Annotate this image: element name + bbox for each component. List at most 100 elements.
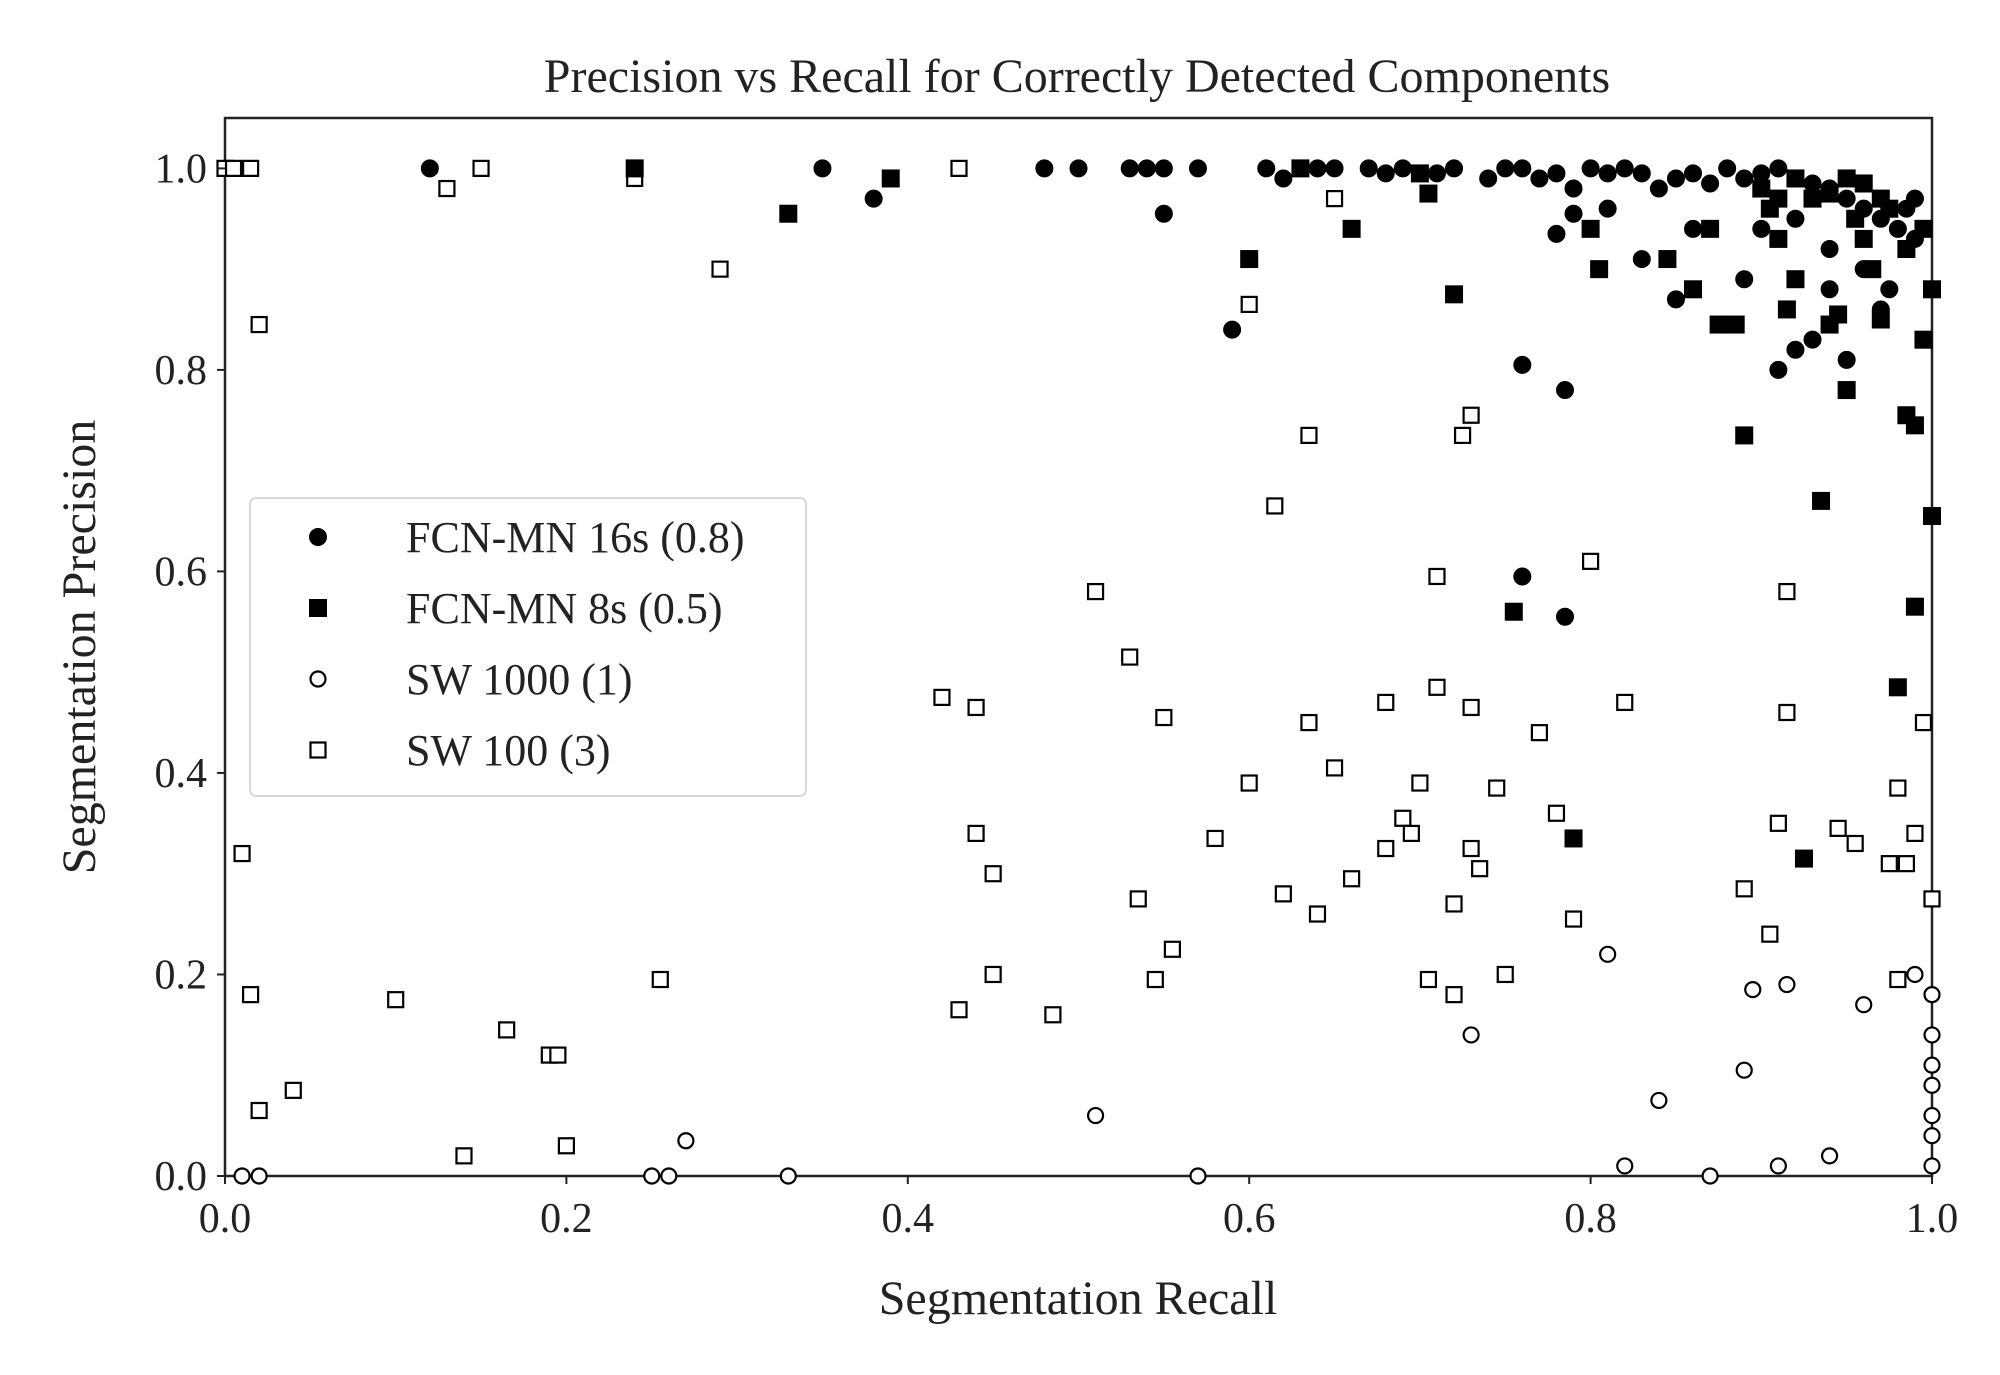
- chart-title: Precision vs Recall for Correctly Detect…: [544, 50, 1610, 103]
- data-point: [1778, 582, 1796, 601]
- y-tick-label: 1.0: [155, 146, 208, 192]
- data-point: [1402, 824, 1420, 843]
- data-point: [1914, 330, 1933, 349]
- data-point: [420, 159, 439, 178]
- data-point: [438, 179, 456, 198]
- data-point: [1376, 164, 1395, 183]
- data-point: [1616, 693, 1634, 712]
- data-point: [1701, 219, 1720, 238]
- data-point: [1377, 693, 1395, 712]
- data-point: [1786, 209, 1805, 228]
- data-point: [1854, 229, 1873, 248]
- y-tick-label: 0.2: [155, 952, 208, 998]
- data-point: [1137, 159, 1156, 178]
- data-point: [967, 698, 985, 717]
- data-point: [1120, 159, 1139, 178]
- data-point: [1616, 1157, 1634, 1175]
- data-point: [1632, 164, 1651, 183]
- data-point: [1735, 1061, 1753, 1079]
- data-point: [1820, 1147, 1839, 1165]
- data-point: [1044, 1006, 1062, 1024]
- data-point: [1871, 209, 1890, 228]
- data-point: [1590, 260, 1609, 279]
- data-point: [1889, 970, 1907, 989]
- data-point: [950, 159, 968, 177]
- data-point: [1778, 703, 1796, 722]
- data-point: [1188, 159, 1207, 178]
- data-point: [1769, 1157, 1787, 1175]
- data-point: [1445, 895, 1463, 913]
- data-point: [1427, 164, 1446, 183]
- data-point: [1880, 855, 1898, 873]
- series-2: [233, 945, 1941, 1185]
- series-3: [216, 159, 1941, 1165]
- data-point: [1445, 285, 1464, 304]
- data-point: [1308, 159, 1327, 178]
- data-point: [1598, 164, 1617, 183]
- data-point: [1666, 169, 1685, 188]
- data-point: [1888, 219, 1907, 238]
- data-point: [1513, 567, 1532, 586]
- data-point: [1684, 219, 1703, 238]
- data-point: [1701, 1167, 1719, 1185]
- data-point: [1308, 905, 1327, 923]
- data-point: [1803, 189, 1822, 208]
- data-point: [1666, 290, 1685, 309]
- data-point: [1419, 184, 1438, 203]
- data-point: [455, 1147, 473, 1165]
- data-point: [950, 1001, 968, 1019]
- data-point: [1778, 975, 1796, 994]
- data-point: [557, 1137, 576, 1155]
- data-point: [1752, 179, 1771, 198]
- data-point: [1496, 965, 1514, 984]
- data-point: [1855, 996, 1873, 1014]
- data-point: [1428, 567, 1446, 586]
- data-point: [1829, 819, 1847, 837]
- data-point: [1547, 164, 1566, 183]
- data-point: [1163, 940, 1181, 958]
- data-point: [1564, 910, 1583, 928]
- data-point: [1471, 860, 1489, 878]
- data-point: [1914, 713, 1933, 732]
- data-point: [967, 824, 985, 843]
- data-point: [779, 204, 798, 223]
- data-point: [1564, 829, 1583, 848]
- data-point: [498, 1021, 516, 1039]
- data-point: [1854, 199, 1873, 218]
- data-point: [1658, 250, 1677, 269]
- data-point: [1744, 980, 1762, 999]
- data-point: [1530, 169, 1549, 188]
- data-point: [1786, 169, 1805, 188]
- legend-marker: [309, 599, 327, 617]
- data-point: [250, 315, 268, 334]
- data-point: [864, 189, 883, 208]
- data-point: [242, 159, 260, 177]
- data-point: [1769, 229, 1788, 248]
- legend: FCN-MN 16s (0.8) FCN-MN 8s (0.5) SW 1000 (…: [249, 497, 807, 797]
- data-point: [1923, 890, 1941, 908]
- data-point: [1777, 300, 1796, 319]
- plot-frame: [223, 116, 1934, 1178]
- data-point: [1794, 849, 1813, 868]
- data-point: [779, 1167, 797, 1185]
- data-point: [1555, 381, 1574, 400]
- data-point: [813, 159, 832, 178]
- data-point: [1445, 986, 1463, 1004]
- data-point: [1889, 779, 1907, 797]
- data-point: [1462, 406, 1480, 424]
- data-point: [1923, 1106, 1941, 1125]
- data-point: [242, 986, 260, 1004]
- data-point: [1854, 260, 1873, 279]
- data-point: [1888, 678, 1907, 697]
- data-point: [984, 965, 1002, 984]
- data-point: [1735, 270, 1754, 289]
- data-point: [1803, 330, 1822, 349]
- data-point: [1410, 164, 1429, 183]
- data-point: [1923, 1056, 1941, 1074]
- data-point: [1735, 426, 1754, 445]
- data-point: [1905, 229, 1924, 248]
- data-point: [1709, 315, 1728, 334]
- data-point: [1453, 426, 1472, 444]
- legend-marker: [309, 670, 327, 688]
- data-point: [1769, 360, 1788, 379]
